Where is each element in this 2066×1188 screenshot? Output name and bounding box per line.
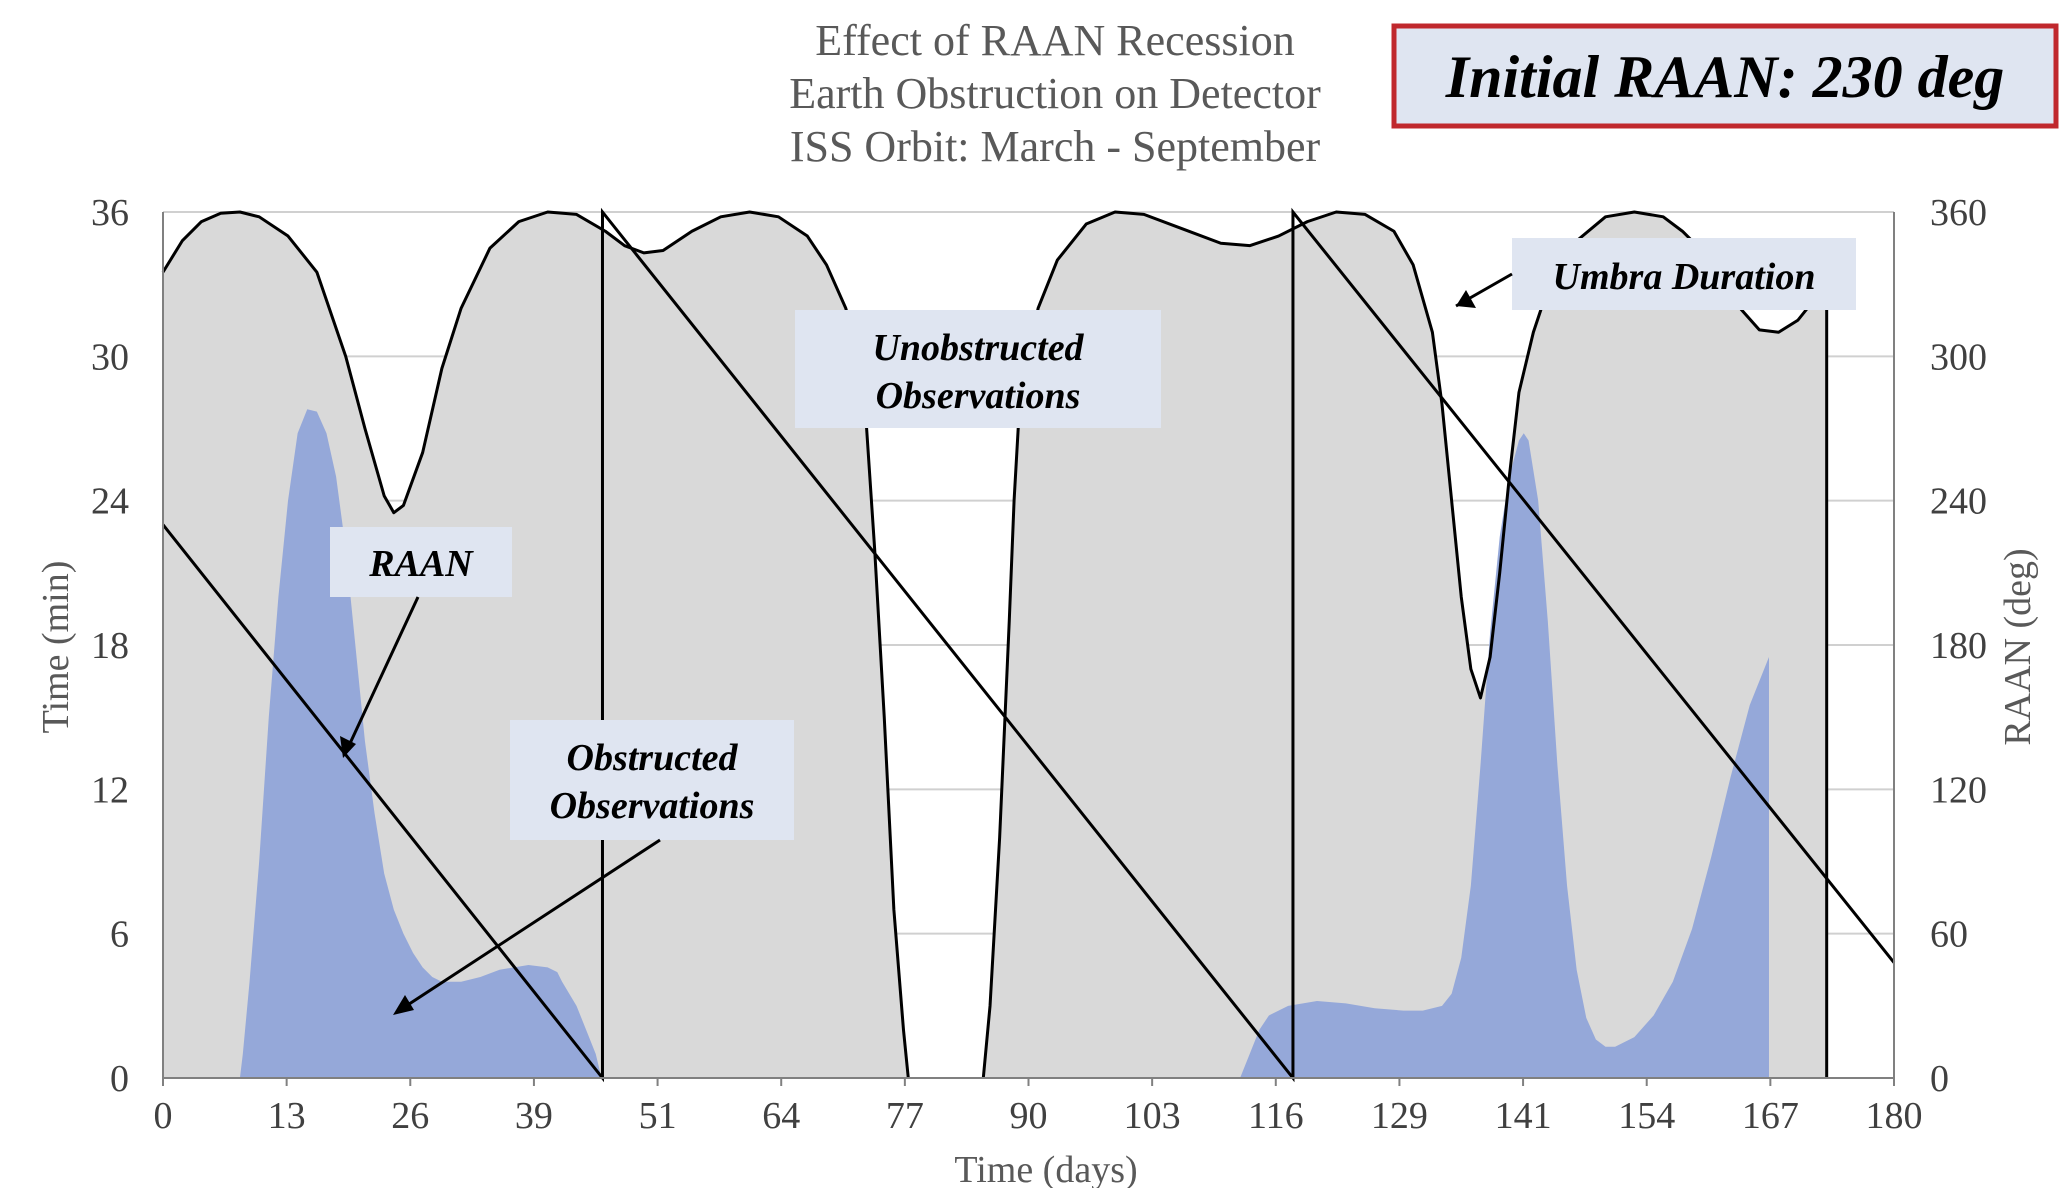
right-y-tick-label-60: 60 <box>1930 914 1968 956</box>
left-y-tick-label-12: 12 <box>91 769 129 811</box>
right-y-tick-label-240: 240 <box>1930 481 1987 523</box>
umbra-duration-label-box <box>1512 238 1856 310</box>
right-y-tick-label-0: 0 <box>1930 1058 1949 1100</box>
x-tick-label-180: 180 <box>1866 1095 1923 1137</box>
chart-title-line-2: Earth Obstruction on Detector <box>789 69 1321 118</box>
raan-line-group <box>161 207 1896 1083</box>
raan-label: RAAN <box>368 543 474 585</box>
x-tick-label-116: 116 <box>1248 1095 1304 1137</box>
right-y-tick-label-120: 120 <box>1930 769 1987 811</box>
obstructed-label-box <box>510 720 794 840</box>
unobstructed-label-line-1: Unobstructed <box>872 327 1084 369</box>
right-y-tick-label-360: 360 <box>1930 192 1987 234</box>
left-y-tick-label-30: 30 <box>91 336 129 378</box>
obstructed-arrow <box>399 838 661 1012</box>
x-tick-label-154: 154 <box>1618 1095 1675 1137</box>
initial-raan-badge-text: Initial RAAN: 230 deg <box>1445 44 2004 110</box>
unobstructed-label-box <box>795 310 1161 428</box>
chart-title-line-1: Effect of RAAN Recession <box>815 16 1294 65</box>
obstructed-label-line-2: Observations <box>550 785 755 827</box>
left-y-tick-labels: 0 6 12 18 24 30 36 <box>91 192 129 1100</box>
x-tick-label-167: 167 <box>1742 1095 1799 1137</box>
x-tick-label-13: 13 <box>268 1095 306 1137</box>
umbra-area-segment-1 <box>983 212 1827 1078</box>
x-tick-label-51: 51 <box>639 1095 677 1137</box>
initial-raan-badge <box>1391 23 2059 129</box>
obstructed-arrowhead <box>393 995 414 1015</box>
axes <box>162 212 1895 1086</box>
left-y-tick-label-0: 0 <box>110 1058 129 1100</box>
right-y-axis-title: RAAN (deg) <box>1997 548 2039 745</box>
left-y-axis-title: Time (min) <box>35 561 77 734</box>
x-tick-label-0: 0 <box>154 1095 173 1137</box>
left-y-tick-label-18: 18 <box>91 625 129 667</box>
x-tick-label-129: 129 <box>1371 1095 1428 1137</box>
left-y-tick-label-24: 24 <box>91 481 129 523</box>
umbra-duration-arrowhead <box>1456 290 1476 308</box>
x-tick-label-77: 77 <box>886 1095 924 1137</box>
raan-arrowhead <box>340 736 356 758</box>
obstructed-area-segment-1 <box>1240 433 1769 1078</box>
x-tick-label-103: 103 <box>1124 1095 1181 1137</box>
left-y-tick-label-36: 36 <box>91 192 129 234</box>
x-tick-label-26: 26 <box>391 1095 429 1137</box>
raan-arrow <box>344 596 420 753</box>
left-y-tick-label-6: 6 <box>110 914 129 956</box>
raan-line <box>161 207 1896 1083</box>
unobstructed-label-line-2: Observations <box>876 375 1081 417</box>
x-tick-label-64: 64 <box>762 1095 800 1137</box>
x-axis-title: Time (days) <box>954 1149 1137 1188</box>
chart-title-line-3: ISS Orbit: March - September <box>790 122 1321 171</box>
right-y-tick-label-180: 180 <box>1930 625 1987 667</box>
x-tick-label-90: 90 <box>1010 1095 1048 1137</box>
raan-label-box <box>330 527 512 597</box>
x-tick-label-39: 39 <box>515 1095 553 1137</box>
right-y-tick-labels: 0 60 120 180 240 300 360 <box>1930 192 1987 1100</box>
right-y-tick-label-300: 300 <box>1930 336 1987 378</box>
obstructed-label-line-1: Obstructed <box>567 737 739 779</box>
x-tick-label-141: 141 <box>1495 1095 1552 1137</box>
x-tick-labels: 0 13 26 39 51 64 77 90 103 116 129 141 154 167 180 <box>154 1095 1923 1137</box>
umbra-duration-label: Umbra Duration <box>1553 256 1816 298</box>
